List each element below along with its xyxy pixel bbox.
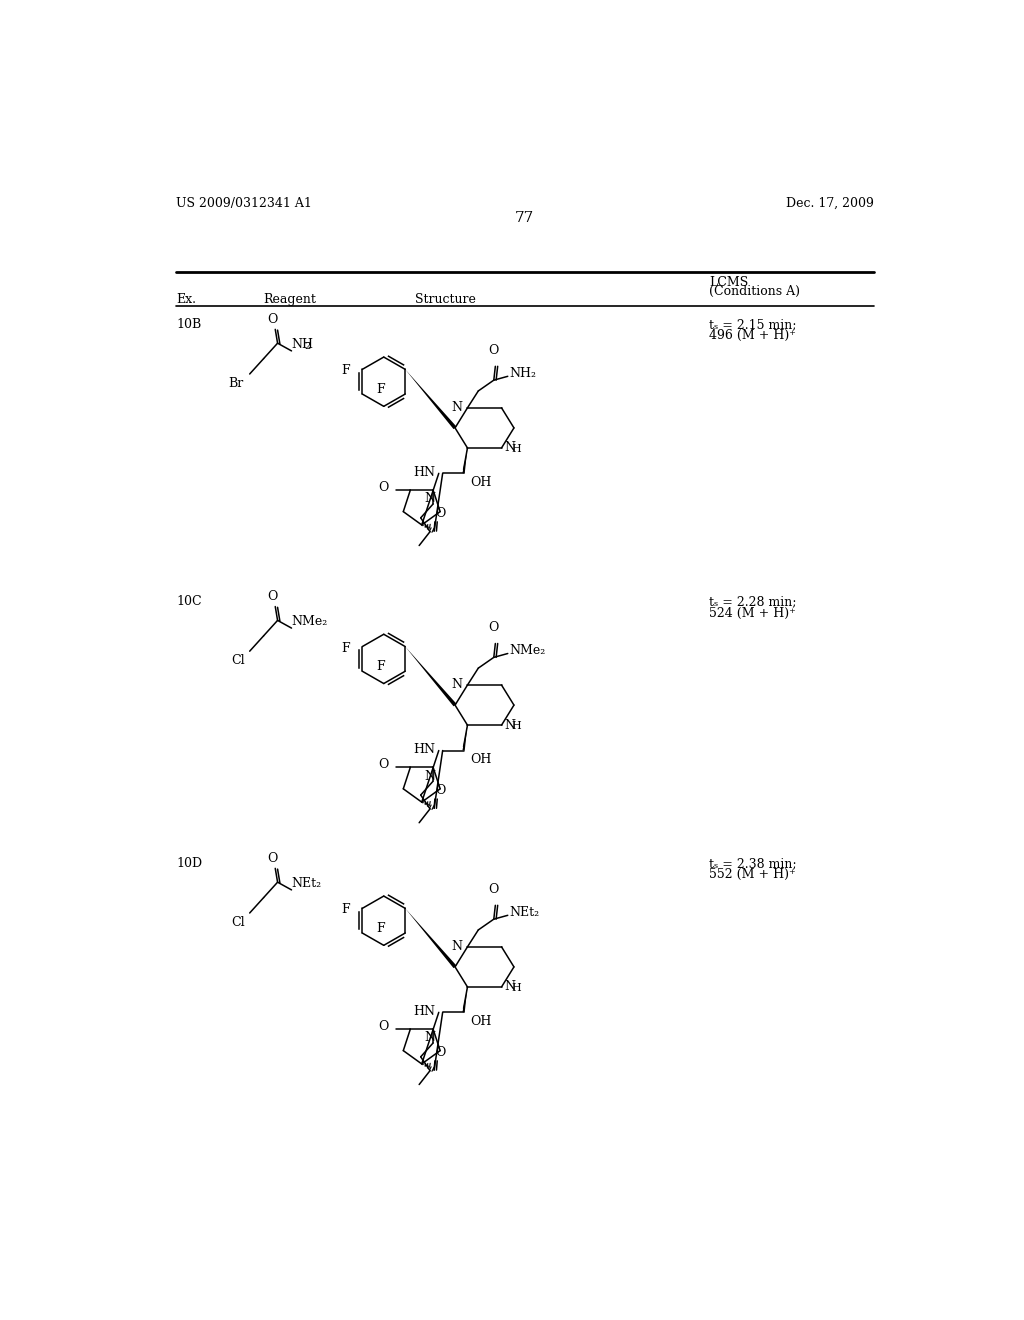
- Text: NEt₂: NEt₂: [509, 906, 540, 919]
- Text: H: H: [512, 982, 521, 993]
- Text: HN: HN: [414, 1005, 435, 1018]
- Text: 10B: 10B: [176, 318, 202, 331]
- Text: LCMS: LCMS: [710, 276, 749, 289]
- Text: NH: NH: [292, 338, 313, 351]
- Text: H: H: [512, 721, 521, 731]
- Text: N: N: [452, 940, 463, 953]
- Text: H: H: [512, 444, 521, 454]
- Polygon shape: [406, 647, 457, 706]
- Text: NH₂: NH₂: [509, 367, 537, 380]
- Polygon shape: [406, 908, 457, 968]
- Text: Reagent: Reagent: [263, 293, 316, 306]
- Text: tₛ = 2.28 min;: tₛ = 2.28 min;: [710, 595, 797, 609]
- Text: HN: HN: [414, 466, 435, 479]
- Text: O: O: [487, 622, 499, 635]
- Polygon shape: [463, 987, 467, 1012]
- Text: O: O: [487, 883, 499, 896]
- Polygon shape: [463, 447, 467, 474]
- Text: 10D: 10D: [176, 857, 202, 870]
- Text: F: F: [377, 921, 385, 935]
- Text: O: O: [267, 313, 279, 326]
- Text: O: O: [378, 1019, 389, 1032]
- Text: O: O: [378, 480, 389, 494]
- Text: NMe₂: NMe₂: [292, 615, 328, 628]
- Text: Cl: Cl: [231, 916, 245, 929]
- Text: O: O: [435, 784, 446, 797]
- Text: N: N: [425, 1031, 435, 1044]
- Text: F: F: [377, 383, 385, 396]
- Text: N: N: [505, 441, 516, 454]
- Text: tₛ = 2.15 min;: tₛ = 2.15 min;: [710, 318, 797, 331]
- Text: tₛ = 2.38 min;: tₛ = 2.38 min;: [710, 857, 797, 870]
- Polygon shape: [463, 725, 467, 751]
- Text: O: O: [267, 853, 279, 866]
- Text: N: N: [425, 770, 435, 783]
- Text: F: F: [341, 364, 350, 378]
- Text: Structure: Structure: [416, 293, 476, 306]
- Text: O: O: [435, 507, 446, 520]
- Text: OH: OH: [470, 752, 492, 766]
- Text: 524 (M + H)⁺: 524 (M + H)⁺: [710, 607, 796, 619]
- Text: O: O: [378, 758, 389, 771]
- Text: 496 (M + H)⁺: 496 (M + H)⁺: [710, 330, 796, 342]
- Text: N: N: [505, 718, 516, 731]
- Text: 2: 2: [304, 342, 310, 351]
- Text: 552 (M + H)⁺: 552 (M + H)⁺: [710, 869, 796, 882]
- Text: F: F: [341, 642, 350, 655]
- Polygon shape: [406, 370, 457, 429]
- Text: OH: OH: [470, 475, 492, 488]
- Text: NEt₂: NEt₂: [292, 878, 322, 890]
- Text: US 2009/0312341 A1: US 2009/0312341 A1: [176, 197, 312, 210]
- Text: O: O: [267, 590, 279, 603]
- Text: N: N: [452, 677, 463, 690]
- Text: N: N: [505, 981, 516, 994]
- Text: N: N: [452, 400, 463, 413]
- Text: NMe₂: NMe₂: [509, 644, 546, 657]
- Text: F: F: [341, 903, 350, 916]
- Text: Cl: Cl: [231, 655, 245, 668]
- Text: OH: OH: [470, 1015, 492, 1028]
- Text: O: O: [435, 1047, 446, 1059]
- Text: Br: Br: [228, 378, 244, 391]
- Text: O: O: [487, 345, 499, 358]
- Text: 77: 77: [515, 211, 535, 224]
- Text: Dec. 17, 2009: Dec. 17, 2009: [785, 197, 873, 210]
- Text: (Conditions A): (Conditions A): [710, 285, 800, 298]
- Text: N: N: [425, 492, 435, 506]
- Text: 10C: 10C: [176, 595, 202, 609]
- Text: Ex.: Ex.: [176, 293, 196, 306]
- Text: F: F: [377, 660, 385, 673]
- Text: HN: HN: [414, 743, 435, 756]
